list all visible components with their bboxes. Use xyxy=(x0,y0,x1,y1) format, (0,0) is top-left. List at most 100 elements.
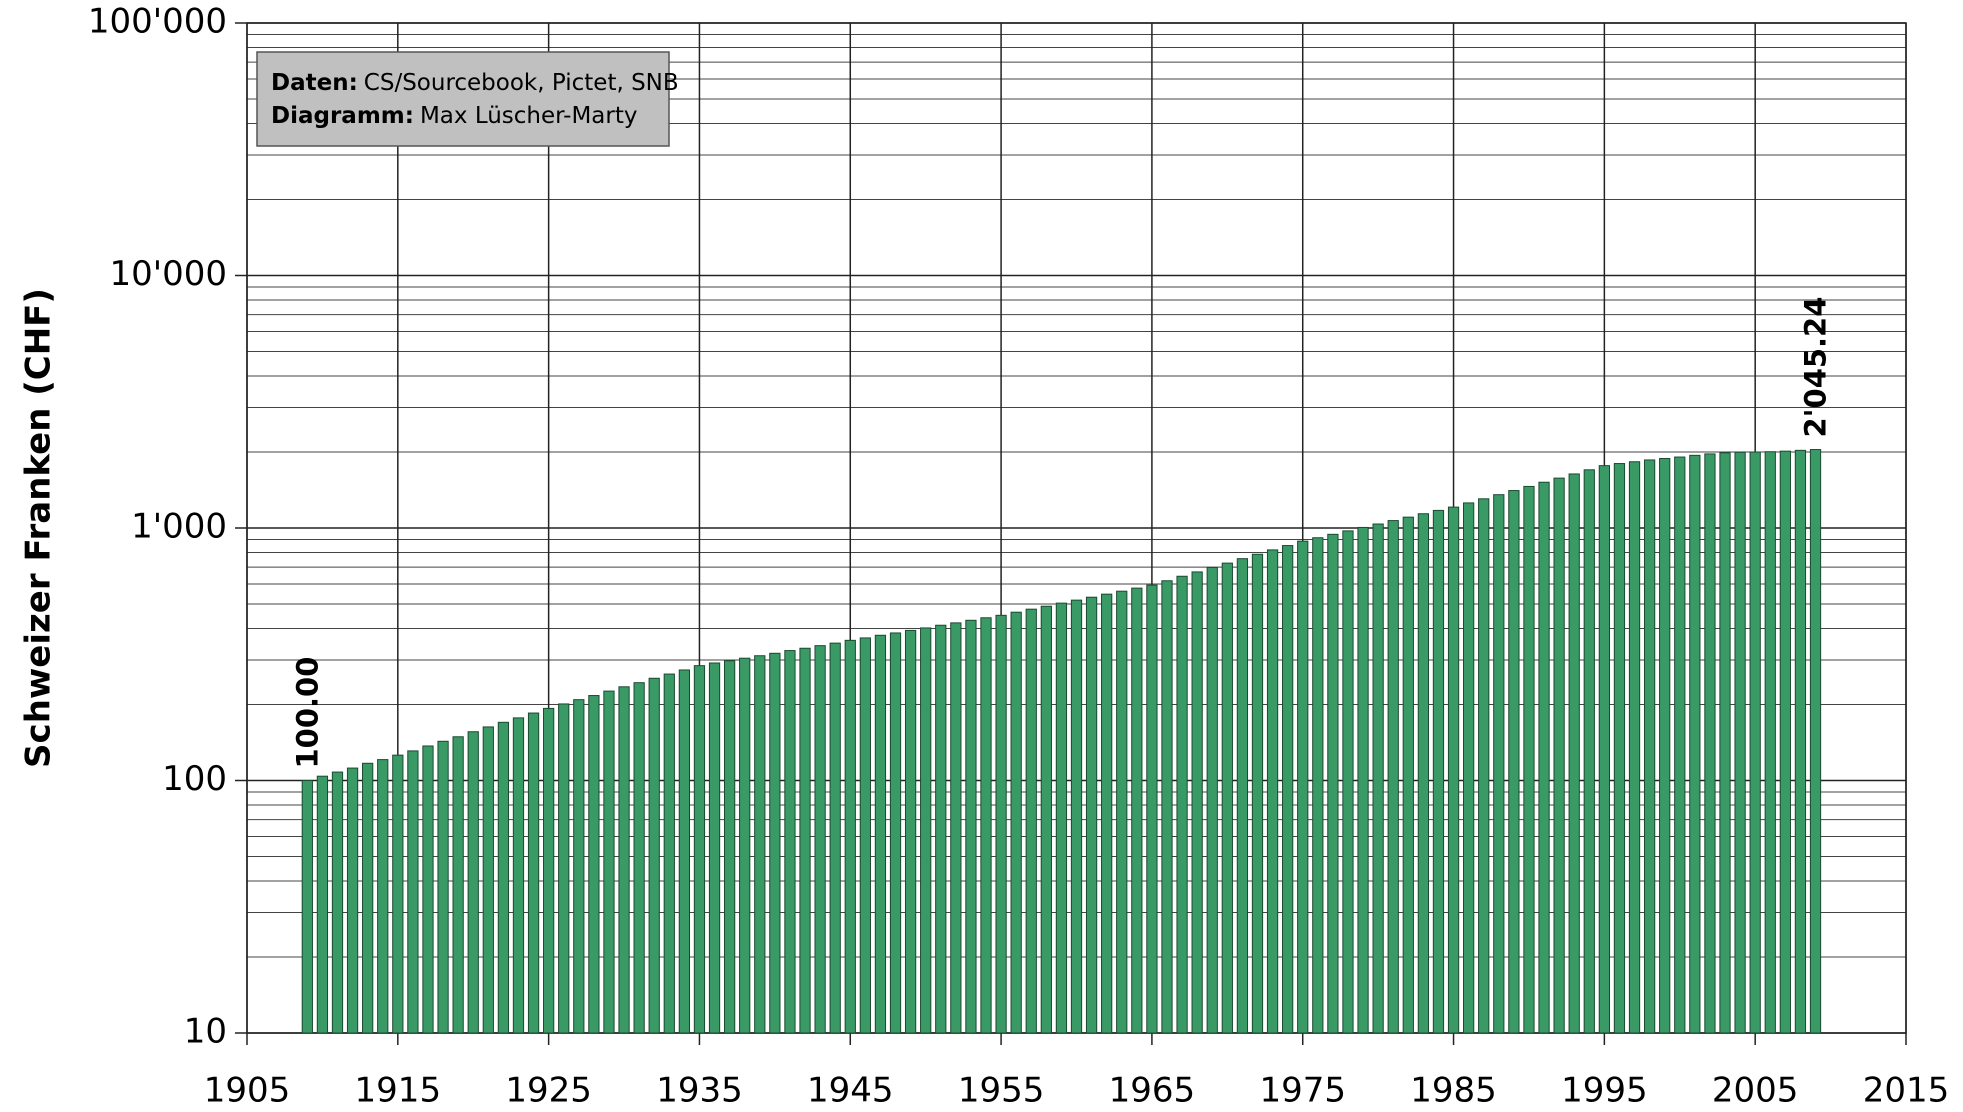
bar xyxy=(558,703,570,1034)
annotation-box xyxy=(256,51,670,147)
bar xyxy=(814,645,826,1034)
bar xyxy=(980,617,992,1034)
bar xyxy=(950,622,962,1034)
bar xyxy=(1387,520,1399,1034)
bar xyxy=(904,629,917,1034)
bar xyxy=(1221,562,1233,1034)
x-tick-label: 1935 xyxy=(656,1071,743,1111)
bar xyxy=(1583,469,1595,1034)
bar xyxy=(362,762,374,1034)
bar xyxy=(1643,459,1656,1034)
bar xyxy=(1794,449,1807,1034)
bar xyxy=(663,673,675,1034)
bar xyxy=(1432,509,1445,1034)
x-tick-label: 2015 xyxy=(1863,1071,1950,1111)
value-label: 2'045.24 xyxy=(1799,297,1833,438)
bar xyxy=(422,745,434,1034)
y-tick-label: 100 xyxy=(162,759,227,799)
bar xyxy=(1523,485,1535,1034)
bar xyxy=(603,690,615,1034)
y-tick-label: 100'000 xyxy=(88,2,227,42)
bar xyxy=(467,731,479,1034)
bar xyxy=(437,740,449,1034)
annotation-label: Diagramm: xyxy=(271,103,414,129)
bar xyxy=(346,767,359,1034)
bar xyxy=(392,754,404,1034)
bar xyxy=(1116,590,1128,1034)
bar xyxy=(543,707,555,1034)
bar xyxy=(920,627,932,1034)
y-tick-label: 10 xyxy=(184,1012,227,1052)
bar xyxy=(1568,473,1580,1034)
bar xyxy=(1010,611,1022,1034)
bar xyxy=(1674,456,1686,1034)
bar xyxy=(331,771,344,1034)
bar xyxy=(935,624,947,1034)
bar xyxy=(769,652,781,1034)
y-tick-label: 1'000 xyxy=(131,507,227,547)
bar xyxy=(1402,516,1414,1034)
bar xyxy=(1191,571,1203,1034)
bar xyxy=(1055,602,1068,1034)
bar xyxy=(618,686,630,1034)
x-tick-label: 1975 xyxy=(1259,1071,1346,1111)
bar xyxy=(573,699,585,1034)
bar xyxy=(1251,553,1264,1034)
bar xyxy=(829,642,841,1034)
x-tick-label: 1925 xyxy=(505,1071,592,1111)
annotation-label: Daten: xyxy=(271,70,358,96)
annotation-text: CS/Sourcebook, Pictet, SNB xyxy=(364,70,679,96)
bar xyxy=(1704,453,1716,1034)
value-label: 100.00 xyxy=(290,657,324,769)
bar xyxy=(1372,523,1384,1034)
bar xyxy=(1297,540,1309,1034)
bar xyxy=(482,726,494,1034)
bar xyxy=(648,677,660,1034)
bar xyxy=(874,634,887,1034)
bar xyxy=(512,717,525,1034)
bar xyxy=(1462,502,1475,1034)
bar xyxy=(1779,450,1791,1034)
annotation: Daten: CS/Sourcebook, Pictet, SNB xyxy=(271,70,679,96)
x-tick-label: 1985 xyxy=(1410,1071,1497,1111)
bar xyxy=(407,750,419,1034)
bar xyxy=(1447,506,1460,1034)
annotation: Diagramm: Max Lüscher-Marty xyxy=(271,103,637,129)
bar xyxy=(1161,580,1173,1034)
bar xyxy=(1628,461,1641,1034)
bar xyxy=(1689,454,1701,1034)
x-tick-label: 1945 xyxy=(807,1071,894,1111)
bar xyxy=(1478,498,1490,1034)
bar xyxy=(844,639,856,1034)
y-axis-label: Schweizer Franken (CHF) xyxy=(19,288,59,768)
bar xyxy=(1553,477,1565,1034)
bar xyxy=(301,780,313,1034)
x-tick-label: 1905 xyxy=(204,1071,291,1111)
bar xyxy=(497,721,510,1034)
annotation-text: Max Lüscher-Marty xyxy=(420,103,638,129)
bar xyxy=(1146,584,1158,1034)
bar xyxy=(377,759,389,1034)
bar xyxy=(1538,481,1550,1034)
bar xyxy=(1613,463,1626,1034)
x-tick-label: 1915 xyxy=(355,1071,442,1111)
x-tick-label: 1995 xyxy=(1561,1071,1648,1111)
bar xyxy=(784,650,796,1034)
bar xyxy=(1508,490,1520,1034)
bar xyxy=(1206,566,1218,1034)
bar xyxy=(527,712,540,1034)
bar xyxy=(799,647,811,1034)
bar xyxy=(889,632,902,1034)
bar xyxy=(1131,587,1143,1034)
bar xyxy=(1357,526,1369,1034)
bar xyxy=(1809,449,1822,1034)
bar xyxy=(754,655,766,1034)
bar xyxy=(452,736,464,1034)
bar xyxy=(693,665,706,1034)
bar xyxy=(1312,537,1324,1034)
x-tick-label: 1965 xyxy=(1109,1071,1196,1111)
bar xyxy=(1734,451,1746,1034)
bar xyxy=(1282,545,1294,1034)
bar xyxy=(1749,451,1761,1034)
